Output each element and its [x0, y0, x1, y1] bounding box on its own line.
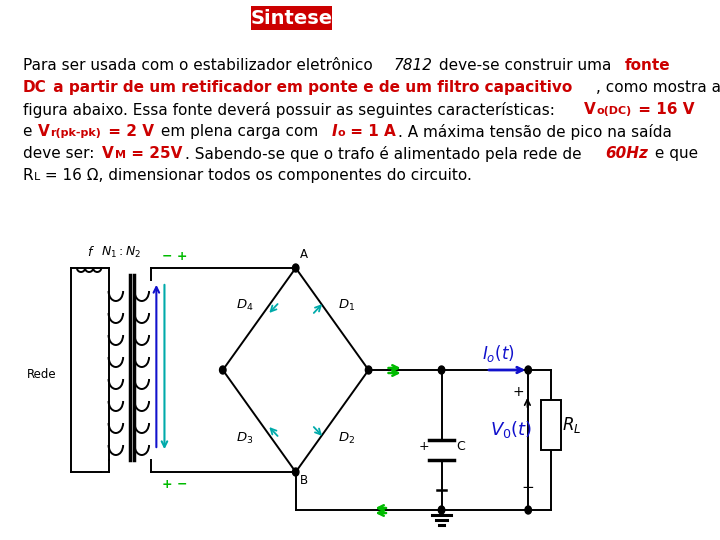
Circle shape: [438, 506, 445, 514]
Text: Sintese: Sintese: [251, 10, 333, 29]
Text: . Sabendo-se que o trafo é alimentado pela rede de: . Sabendo-se que o trafo é alimentado pe…: [185, 146, 587, 162]
Text: = 1 A: = 1 A: [345, 124, 396, 139]
Text: 60Hz: 60Hz: [605, 146, 648, 161]
Text: = 16 V: = 16 V: [633, 102, 694, 117]
Text: A: A: [300, 248, 307, 261]
Text: Rede: Rede: [27, 368, 56, 381]
Text: L: L: [34, 172, 40, 182]
Text: e: e: [23, 124, 37, 139]
Circle shape: [365, 366, 372, 374]
Text: deve ser:: deve ser:: [23, 146, 99, 161]
Text: $I_o(t)$: $I_o(t)$: [482, 342, 515, 363]
Text: − +: − +: [162, 251, 187, 264]
Text: o(DC): o(DC): [596, 106, 631, 116]
Circle shape: [292, 264, 299, 272]
Text: B: B: [300, 474, 308, 487]
Circle shape: [220, 366, 226, 374]
Circle shape: [292, 468, 299, 476]
Text: V: V: [37, 124, 50, 139]
Text: DC: DC: [23, 80, 46, 95]
Text: o: o: [337, 128, 345, 138]
Circle shape: [525, 506, 531, 514]
Text: $R_L$: $R_L$: [562, 415, 582, 435]
Text: = 2 V: = 2 V: [103, 124, 154, 139]
Text: $D_3$: $D_3$: [236, 430, 253, 445]
Text: figura abaixo. Essa fonte deverá possuir as seguintes características:: figura abaixo. Essa fonte deverá possuir…: [23, 102, 559, 118]
Text: $D_2$: $D_2$: [338, 430, 355, 445]
Text: $V_0(t)$: $V_0(t)$: [490, 420, 533, 441]
Text: , como mostra a: , como mostra a: [595, 80, 720, 95]
Text: deve-se construir uma: deve-se construir uma: [434, 58, 616, 73]
Text: R: R: [23, 168, 33, 183]
Text: +: +: [418, 440, 429, 453]
Text: em plena carga com: em plena carga com: [156, 124, 323, 139]
Text: M: M: [114, 150, 126, 160]
Text: V: V: [102, 146, 114, 161]
Text: C: C: [456, 440, 465, 453]
Text: −: −: [521, 481, 534, 496]
FancyBboxPatch shape: [251, 6, 332, 30]
Circle shape: [525, 366, 531, 374]
Text: = 25V: = 25V: [126, 146, 183, 161]
Text: a partir de um retificador em ponte e de um filtro capacitivo: a partir de um retificador em ponte e de…: [48, 80, 572, 95]
Text: fonte: fonte: [625, 58, 670, 73]
Text: $D_1$: $D_1$: [338, 298, 356, 313]
Text: Para ser usada com o estabilizador eletrônico: Para ser usada com o estabilizador eletr…: [23, 58, 377, 73]
Text: 7812: 7812: [393, 58, 433, 73]
Text: $D_4$: $D_4$: [236, 298, 253, 313]
Text: f: f: [88, 246, 92, 259]
Text: I: I: [331, 124, 337, 139]
Text: e que: e que: [649, 146, 698, 161]
Text: $N_1:N_2$: $N_1:N_2$: [102, 245, 142, 260]
Text: = 16 Ω, dimensionar todos os componentes do circuito.: = 16 Ω, dimensionar todos os componentes…: [40, 168, 472, 183]
Text: V: V: [584, 102, 595, 117]
Text: r(pk-pk): r(pk-pk): [50, 128, 101, 138]
Text: . A máxima tensão de pico na saída: . A máxima tensão de pico na saída: [398, 124, 672, 140]
Text: + −: + −: [162, 477, 187, 490]
Circle shape: [438, 366, 445, 374]
Bar: [541, 400, 561, 450]
Text: +: +: [513, 385, 524, 399]
